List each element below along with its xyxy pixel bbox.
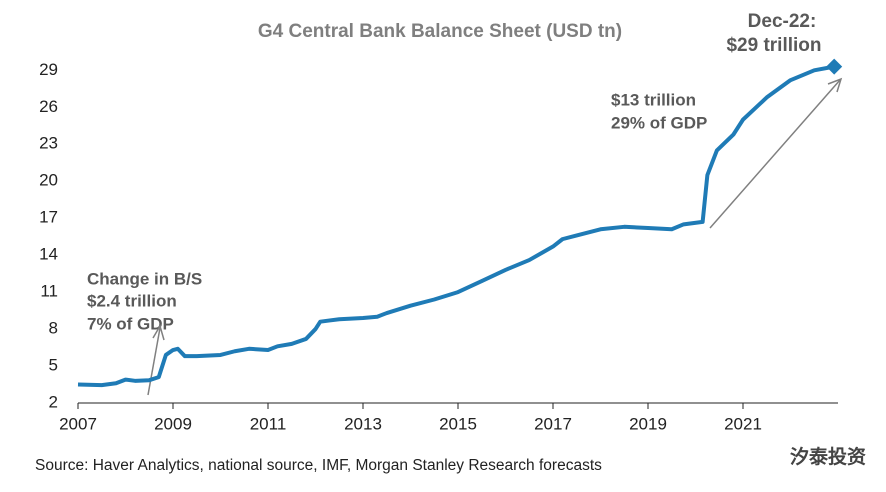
y-tick-label: 23 [39,134,58,153]
x-tick-label: 2009 [154,414,192,433]
annotation: Change in B/S [87,269,202,288]
x-tick-label: 2011 [250,414,287,433]
watermark: 汐泰投资 [790,445,866,468]
y-tick-label: 2 [49,392,58,411]
x-tick-label: 2007 [59,414,97,433]
y-tick-label: 20 [39,171,58,190]
y-tick-label: 5 [49,356,58,375]
x-tick-label: 2013 [344,414,382,433]
x-tick-label: 2017 [534,414,572,433]
annotation: 7% of GDP [87,314,174,333]
x-tick-label: 2015 [439,414,477,433]
annotation: $2.4 trillion [87,291,177,310]
arrows [147,77,843,396]
x-tick-label: 2019 [629,414,667,433]
y-tick-label: 14 [39,245,58,264]
y-tick-label: 11 [40,282,58,301]
line-series [77,64,835,388]
source: Source: Haver Analytics, national source… [35,457,602,474]
y-tick-label: 8 [49,319,58,338]
y-tick-label: 29 [39,60,58,79]
annotation: $13 trillion [611,90,696,109]
end-marker [826,58,843,75]
y-tick-label: 26 [39,97,58,116]
annotation: 29% of GDP [611,113,707,132]
annotation: Dec-22: [748,11,817,32]
x-tick-label: 2021 [724,414,762,433]
y-tick-label: 17 [39,208,58,227]
annotation: $29 trillion [726,35,821,56]
chart-title: G4 Central Bank Balance Sheet (USD tn) [258,21,622,42]
